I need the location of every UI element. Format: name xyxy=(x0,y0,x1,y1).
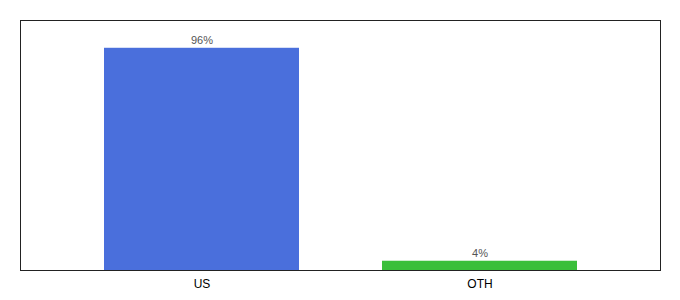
svg-text:4%: 4% xyxy=(472,247,488,259)
svg-text:96%: 96% xyxy=(191,34,213,46)
svg-text:US: US xyxy=(194,277,211,291)
svg-text:OTH: OTH xyxy=(467,277,492,291)
